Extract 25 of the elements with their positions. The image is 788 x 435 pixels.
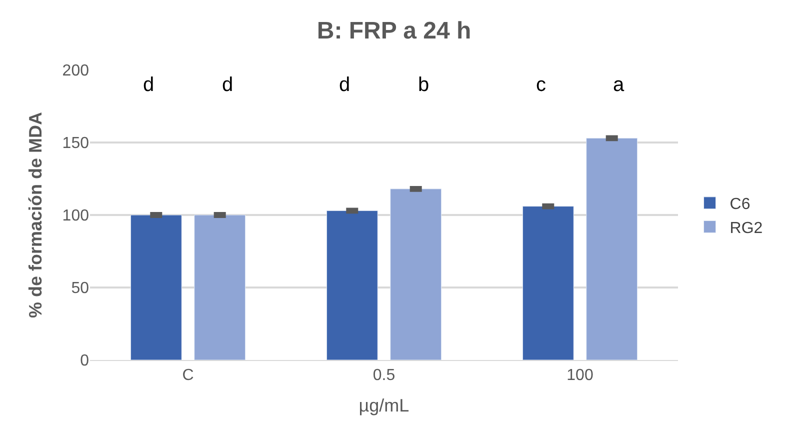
bar (326, 210, 378, 360)
annotation: b (418, 74, 430, 96)
legend-label: RG2 (730, 220, 763, 237)
y-tick-label: 200 (62, 62, 90, 80)
bar (390, 188, 442, 360)
y-tick-label: 150 (62, 135, 90, 152)
x-axis-title: µg/mL (358, 395, 410, 416)
y-tick-label: 100 (62, 208, 90, 225)
x-tick-label: 100 (566, 367, 594, 384)
annotation: d (222, 74, 234, 96)
bar (194, 214, 246, 360)
y-tick-label: 50 (71, 280, 90, 298)
bar (586, 138, 638, 360)
bar (522, 206, 574, 360)
y-tick-label: 0 (80, 352, 90, 370)
chart-title: B: FRP a 24 h (316, 18, 472, 45)
annotation: d (143, 74, 154, 96)
legend-label: C6 (730, 196, 750, 214)
y-axis-title: % de formación de MDA (25, 112, 46, 318)
annotation: a (613, 74, 625, 96)
x-tick-label: C (182, 367, 194, 384)
annotation: c (536, 74, 546, 96)
bar (130, 214, 182, 360)
x-tick-label: 0.5 (372, 367, 396, 384)
annotation: d (339, 74, 350, 96)
